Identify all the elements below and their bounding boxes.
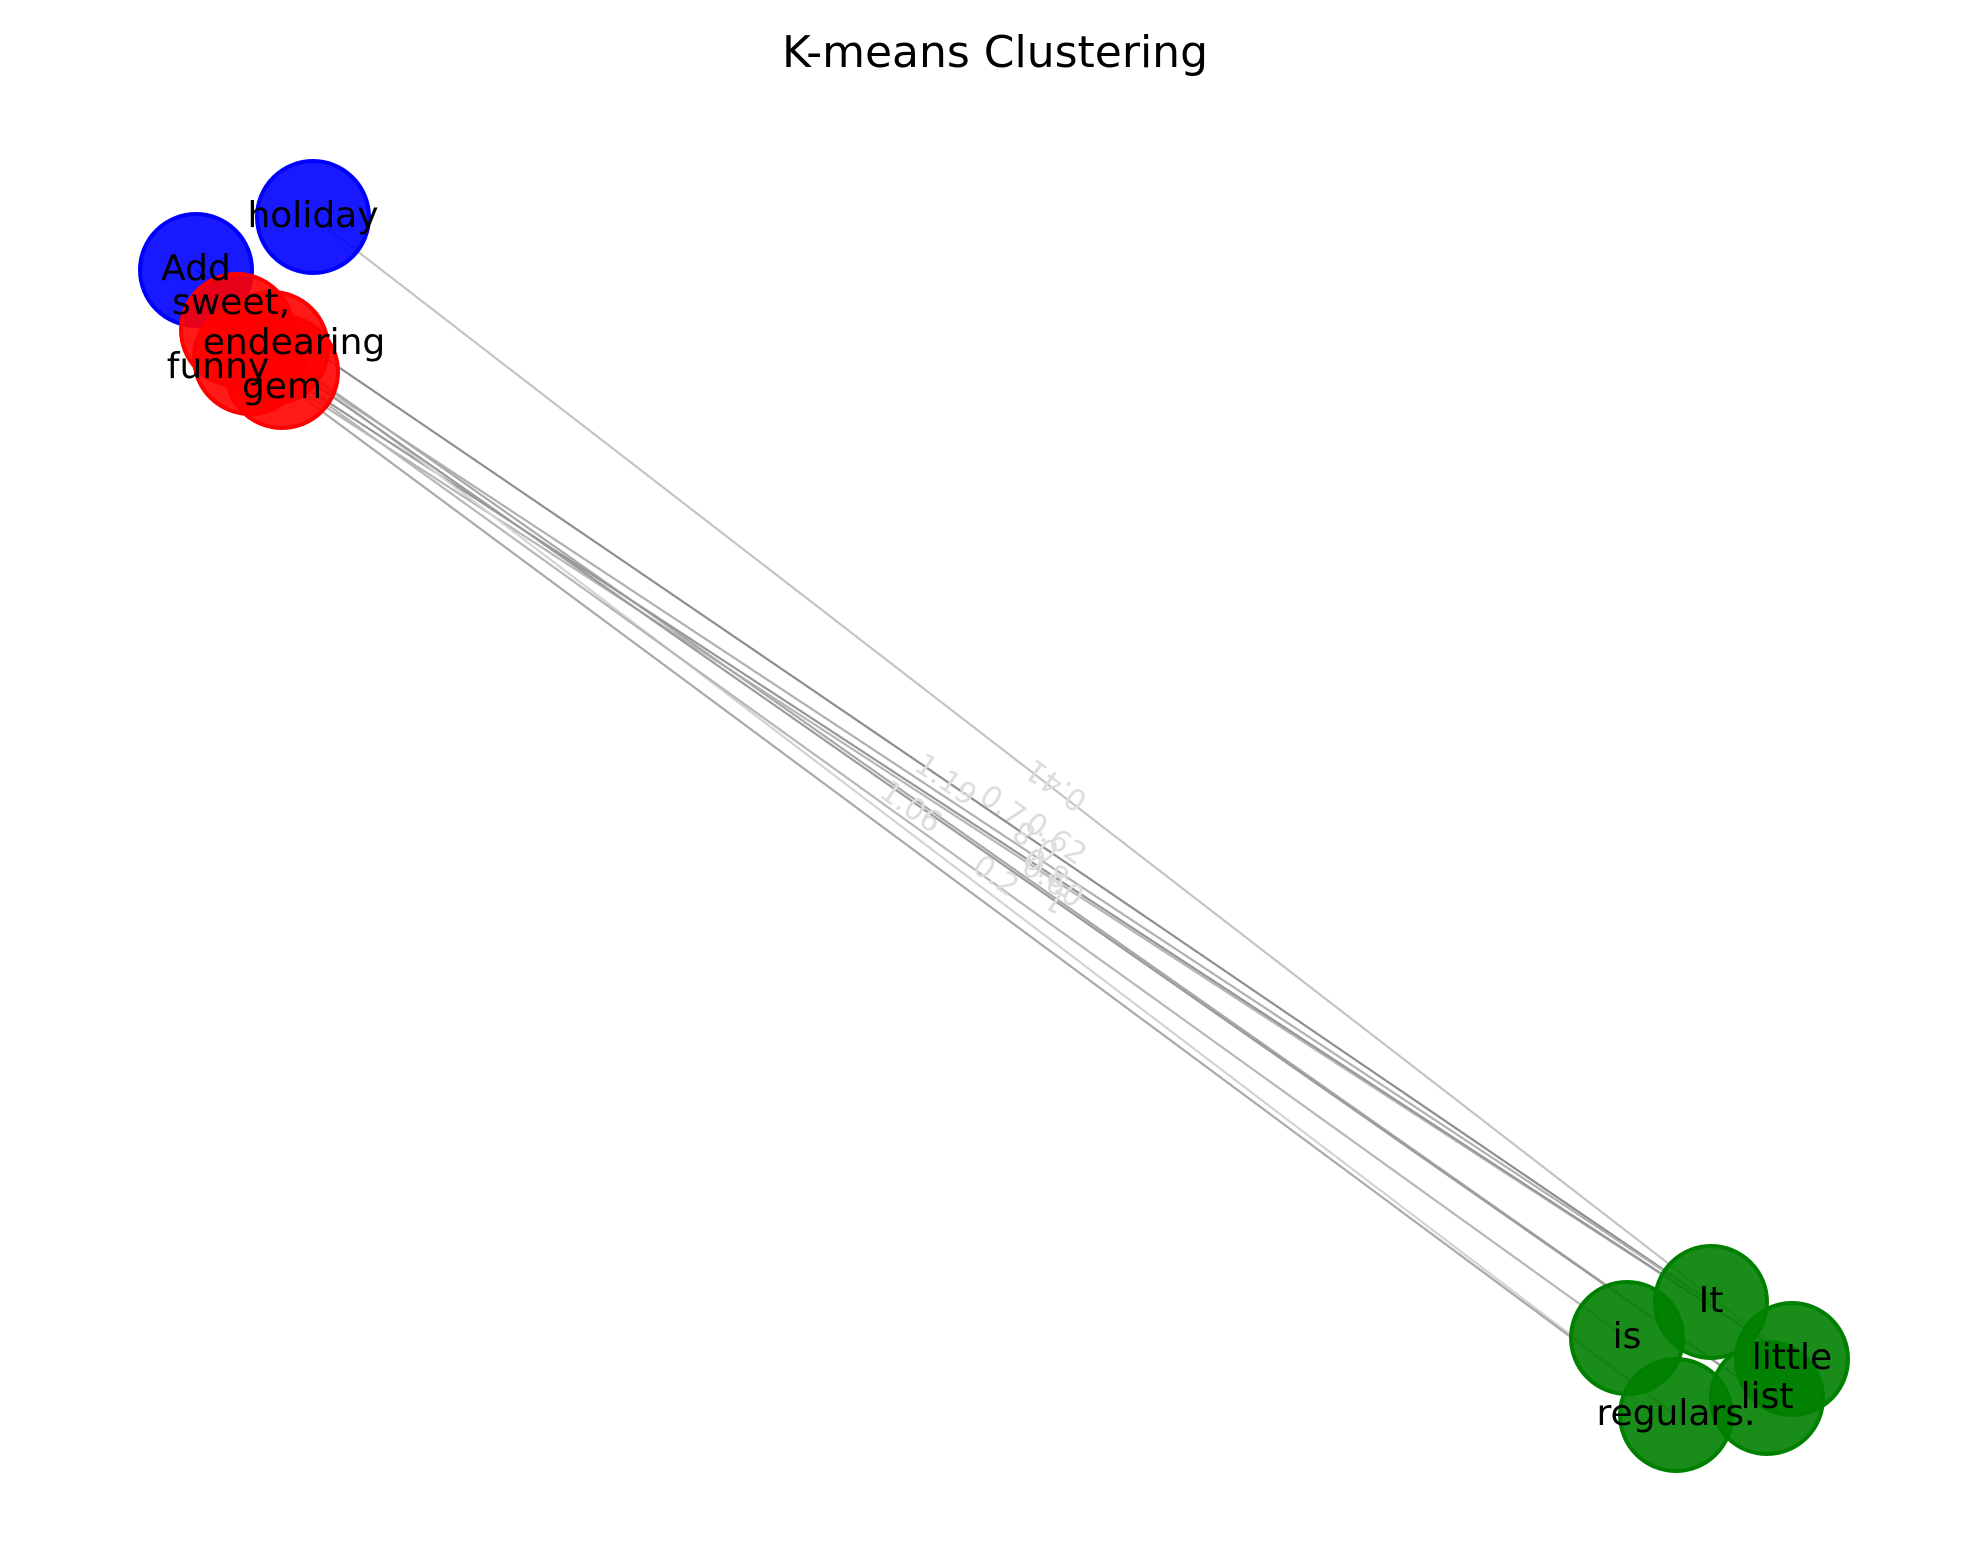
node-circle-regulars <box>1618 1357 1734 1473</box>
node-regulars <box>1618 1357 1734 1473</box>
node-circle-gem <box>224 314 340 430</box>
node-label-holiday: holiday <box>247 195 378 236</box>
node-label-little: little <box>1752 1337 1832 1378</box>
node-label-add: Add <box>161 248 231 289</box>
edge-funny-regulars <box>249 357 1677 1416</box>
node-label-it: It <box>1699 1280 1724 1321</box>
node-label-regulars: regulars. <box>1597 1393 1756 1434</box>
edge-holiday-little <box>312 216 1793 1360</box>
node-circle-holiday <box>255 159 371 275</box>
node-label-endearing: endearing <box>203 322 386 363</box>
chart-title: K-means Clustering <box>782 27 1208 78</box>
edge-add-it <box>195 269 1712 1303</box>
edge-label-holiday-little: 0.41 <box>1019 751 1094 818</box>
edge-gem-is <box>281 371 1628 1339</box>
edge-sweet-list <box>236 329 1768 1399</box>
node-label-funny: funny <box>167 346 269 387</box>
edges-layer <box>195 216 1793 1416</box>
node-holiday <box>255 159 371 275</box>
edge-endearing-regulars <box>271 347 1677 1416</box>
node-label-sweet: sweet, <box>172 282 290 323</box>
node-label-gem: gem <box>242 366 322 407</box>
node-label-is: is <box>1613 1316 1642 1357</box>
edge-sweet-it <box>236 329 1712 1303</box>
node-label-list: list <box>1741 1376 1794 1417</box>
node-gem <box>224 314 340 430</box>
